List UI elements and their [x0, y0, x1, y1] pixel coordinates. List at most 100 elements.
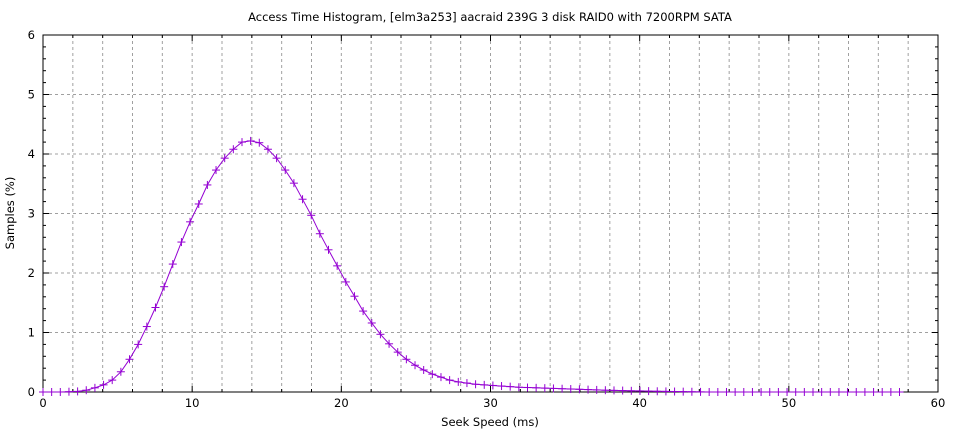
data-point — [843, 388, 852, 396]
x-tick-labels: 0 10 20 30 40 50 60 — [39, 396, 945, 410]
data-point — [393, 348, 402, 357]
data-point — [713, 388, 722, 396]
data-point — [177, 238, 186, 247]
data-point — [532, 383, 541, 392]
x-tick-label: 0 — [39, 396, 46, 410]
data-point — [212, 166, 221, 175]
data-point — [618, 386, 627, 395]
data-point — [705, 388, 714, 396]
data-point — [514, 383, 523, 392]
data-point — [558, 384, 567, 393]
data-point — [826, 388, 835, 396]
data-point — [125, 355, 134, 364]
data-point — [385, 339, 394, 348]
data-point — [497, 382, 506, 391]
data-point — [834, 388, 843, 396]
data-point — [480, 380, 489, 389]
data-point — [237, 138, 246, 147]
data-point — [549, 384, 558, 393]
data-point — [298, 195, 307, 204]
data-point — [246, 136, 255, 145]
data-point — [644, 387, 653, 396]
data-point — [462, 379, 471, 388]
data-point — [56, 388, 65, 396]
data-point — [272, 154, 281, 163]
data-point — [220, 154, 229, 163]
data-point — [679, 387, 688, 396]
data-point — [687, 387, 696, 396]
data-point — [186, 217, 195, 226]
x-tick-label: 50 — [782, 396, 797, 410]
data-point — [315, 229, 324, 238]
data-point — [350, 292, 359, 301]
data-point — [722, 388, 731, 396]
y-tick-label: 2 — [28, 266, 35, 280]
y-tick-label: 5 — [28, 88, 35, 102]
data-point — [783, 388, 792, 396]
data-point — [791, 388, 800, 396]
data-point — [333, 261, 342, 270]
data-point — [263, 145, 272, 154]
data-point — [428, 370, 437, 379]
data-point — [116, 367, 125, 376]
data-point — [670, 387, 679, 396]
data-point — [203, 180, 212, 189]
series — [39, 136, 904, 396]
x-tick-label: 20 — [334, 396, 349, 410]
data-point — [817, 388, 826, 396]
data-point — [471, 380, 480, 389]
data-point — [64, 387, 73, 396]
data-point — [134, 340, 143, 349]
data-point — [454, 377, 463, 386]
data-point — [610, 386, 619, 395]
x-tick-label: 60 — [931, 396, 946, 410]
x-tick-label: 10 — [185, 396, 200, 410]
data-point — [584, 385, 593, 394]
data-point — [765, 388, 774, 396]
data-point — [194, 199, 203, 208]
data-point — [229, 145, 238, 154]
grid — [43, 35, 938, 392]
data-point — [341, 277, 350, 286]
data-point — [523, 383, 532, 392]
y-tick-label: 4 — [28, 147, 35, 161]
data-point — [895, 388, 904, 396]
plot-frame — [42, 34, 939, 393]
data-point — [739, 388, 748, 396]
data-point — [808, 388, 817, 396]
data-point — [47, 388, 56, 396]
data-point — [151, 303, 160, 312]
data-point — [774, 388, 783, 396]
x-axis-label: Seek Speed (ms) — [441, 415, 539, 429]
data-point — [566, 385, 575, 394]
data-point — [575, 385, 584, 394]
data-point — [757, 388, 766, 396]
data-point — [869, 388, 878, 396]
data-point — [307, 211, 316, 220]
data-point — [324, 245, 333, 254]
y-tick-label: 3 — [28, 207, 35, 221]
data-point — [402, 355, 411, 364]
data-point — [601, 386, 610, 395]
data-point — [852, 388, 861, 396]
data-point — [886, 388, 895, 396]
data-point — [411, 361, 420, 370]
data-point — [731, 388, 740, 396]
data-point — [376, 330, 385, 339]
data-point — [627, 386, 636, 395]
data-point — [281, 166, 290, 175]
y-axis-label: Samples (%) — [3, 177, 17, 250]
data-point — [653, 387, 662, 396]
data-point — [289, 179, 298, 188]
data-point — [82, 386, 91, 395]
data-point — [800, 388, 809, 396]
data-point — [748, 388, 757, 396]
data-point — [108, 376, 117, 385]
y-tick-label: 0 — [28, 385, 35, 399]
data-point — [540, 384, 549, 393]
data-point — [168, 260, 177, 269]
data-point — [878, 388, 887, 396]
series-line — [43, 140, 900, 393]
data-point — [160, 282, 169, 291]
